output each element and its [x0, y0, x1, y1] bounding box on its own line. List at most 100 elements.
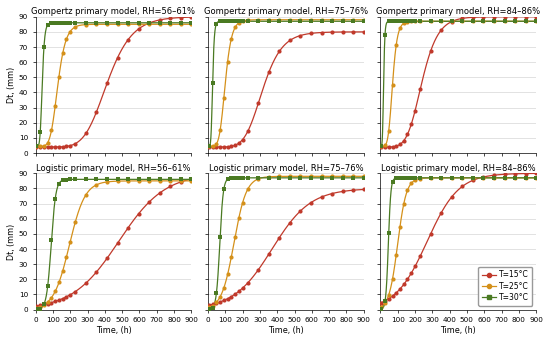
Point	[244, 18, 252, 24]
Point	[238, 18, 247, 24]
Point	[359, 17, 368, 23]
Point	[238, 18, 247, 24]
Point	[58, 51, 67, 56]
Point	[51, 289, 59, 294]
Point	[71, 141, 80, 146]
X-axis label: Time, (h): Time, (h)	[96, 326, 131, 335]
Point	[416, 18, 425, 24]
Point	[359, 18, 368, 24]
Point	[244, 175, 252, 181]
Point	[54, 280, 63, 285]
Point	[254, 175, 263, 181]
Point	[296, 17, 305, 23]
Point	[254, 17, 263, 23]
Point	[92, 182, 101, 187]
Point	[47, 238, 56, 243]
Point	[212, 300, 221, 305]
Point	[145, 20, 153, 26]
Y-axis label: Dt, (mm): Dt, (mm)	[7, 67, 16, 103]
Point	[447, 175, 456, 181]
Point	[47, 128, 56, 133]
Point	[338, 175, 347, 181]
Point	[43, 140, 52, 145]
Point	[532, 171, 541, 176]
Point	[230, 18, 239, 24]
Point	[521, 14, 530, 19]
Point	[328, 18, 337, 24]
Point	[388, 180, 397, 185]
Point	[230, 234, 239, 239]
Point	[275, 235, 284, 240]
Point	[392, 143, 400, 149]
Point	[285, 38, 294, 43]
Point	[416, 175, 425, 181]
Point	[411, 18, 420, 24]
Point	[254, 18, 263, 24]
Point	[426, 18, 435, 24]
Point	[349, 18, 358, 24]
Point	[36, 144, 45, 150]
Point	[437, 18, 446, 24]
Point	[40, 44, 48, 50]
Point	[296, 18, 305, 24]
Point	[92, 176, 101, 182]
Point	[403, 187, 412, 193]
Point	[317, 175, 326, 181]
Point	[275, 18, 284, 24]
Point	[81, 176, 90, 182]
Point	[43, 283, 52, 289]
Y-axis label: Dt, (mm): Dt, (mm)	[7, 223, 16, 260]
Point	[510, 175, 519, 181]
Point	[177, 179, 185, 185]
Point	[381, 298, 389, 304]
Point	[71, 176, 80, 182]
Point	[187, 14, 196, 20]
Point	[43, 299, 52, 305]
Point	[285, 175, 294, 181]
Point	[92, 109, 101, 115]
Point	[411, 177, 420, 183]
Point	[47, 300, 56, 305]
Point	[32, 144, 41, 149]
Point	[532, 175, 541, 181]
Point	[238, 137, 247, 142]
Point	[43, 144, 52, 150]
Point	[388, 276, 397, 282]
Point	[265, 251, 273, 257]
Point	[205, 305, 213, 310]
Point	[113, 55, 122, 61]
Point	[532, 175, 541, 181]
Point	[66, 29, 75, 34]
Point	[328, 174, 337, 179]
Point	[234, 289, 243, 294]
Point	[66, 239, 75, 245]
Point	[490, 172, 498, 178]
Point	[510, 18, 519, 24]
Point	[208, 144, 217, 150]
Point	[437, 175, 446, 181]
Title: Gompertz primary model, RH=75–76%: Gompertz primary model, RH=75–76%	[204, 7, 368, 16]
Point	[307, 17, 316, 23]
Point	[437, 18, 446, 24]
Point	[399, 21, 408, 26]
Point	[71, 24, 80, 30]
Point	[500, 175, 509, 181]
Point	[54, 144, 63, 150]
Point	[521, 175, 530, 181]
Point	[230, 143, 239, 148]
Point	[317, 174, 326, 179]
Point	[458, 175, 467, 181]
Point	[411, 18, 420, 24]
X-axis label: Time, (h): Time, (h)	[441, 326, 476, 335]
Point	[51, 20, 59, 26]
Point	[510, 171, 519, 176]
Point	[384, 292, 393, 298]
Point	[403, 276, 412, 282]
Point	[479, 14, 488, 19]
Point	[36, 303, 45, 308]
Point	[384, 128, 393, 133]
Point	[238, 285, 247, 291]
Point	[359, 29, 368, 35]
Point	[469, 175, 477, 181]
Point	[338, 18, 347, 24]
